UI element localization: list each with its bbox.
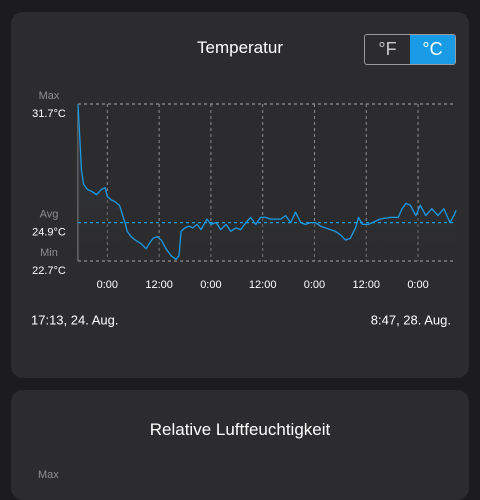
- reference-value: 22.7°C: [32, 265, 66, 277]
- page: Temperatur °F °C Relative Luftfeuchtigke…: [11, 12, 469, 500]
- axis-label: Max: [38, 469, 59, 481]
- reference-name: Min: [40, 247, 58, 259]
- unit-toggle: °F °C: [364, 34, 456, 65]
- x-tick-label: 0:00: [304, 279, 325, 291]
- card-title: Temperatur: [197, 38, 283, 57]
- line: [77, 103, 457, 260]
- x-tick-label: 0:00: [97, 279, 118, 291]
- area: [78, 104, 456, 261]
- x-tick-label: 0:00: [200, 279, 221, 291]
- unit-option[interactable]: °C: [410, 35, 455, 64]
- x-tick-label: 12:00: [249, 279, 277, 291]
- reference-name: Max: [39, 90, 60, 102]
- card-title: Relative Luftfeuchtigkeit: [149, 420, 331, 439]
- humidity-card: Relative Luftfeuchtigkeit Max: [11, 390, 469, 500]
- x-tick-label: 12:00: [145, 279, 173, 291]
- chart: 0:00 12:00 0:00 12:00 0:00 12:00 0:00 Max 31.7°C…: [31, 90, 457, 327]
- x-tick-label: 12:00: [352, 279, 380, 291]
- reference-name: Avg: [40, 209, 59, 221]
- x-tick-label: 0:00: [407, 279, 428, 291]
- unit-option[interactable]: °F: [378, 39, 397, 59]
- end-date: 8:47, 28. Aug.: [371, 312, 451, 327]
- start-date: 17:13, 24. Aug.: [31, 312, 118, 327]
- reference-value: 24.9°C: [32, 227, 66, 239]
- reference-value: 31.7°C: [32, 108, 66, 120]
